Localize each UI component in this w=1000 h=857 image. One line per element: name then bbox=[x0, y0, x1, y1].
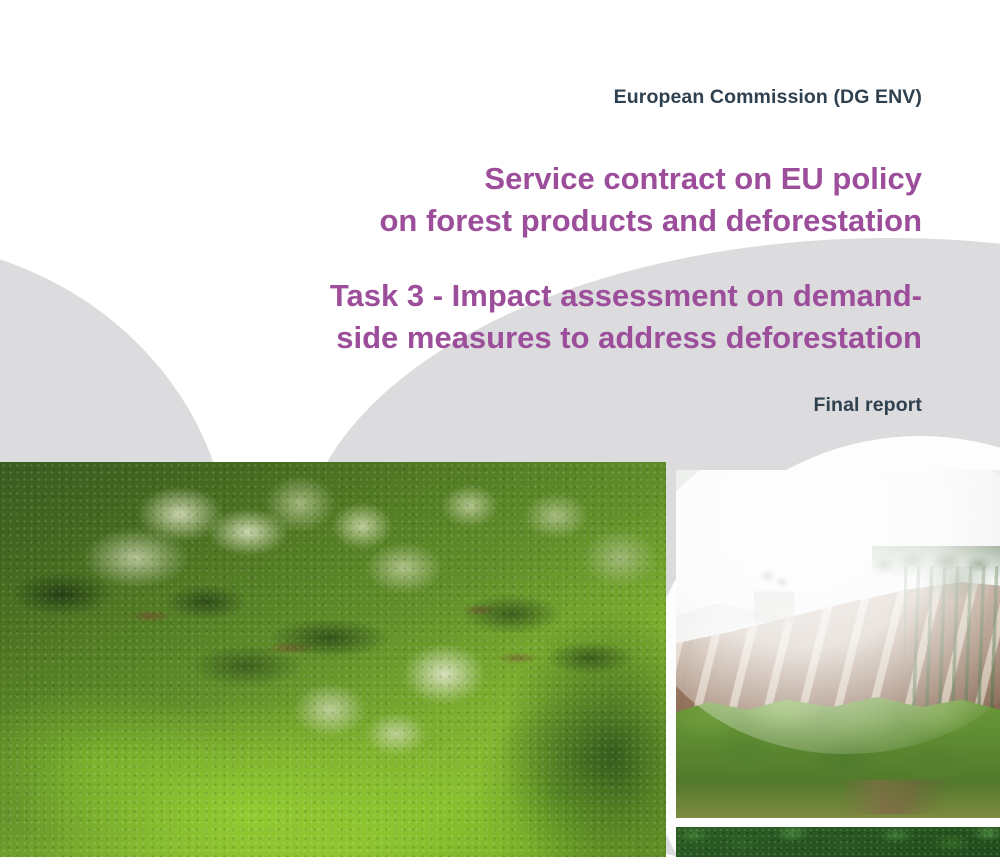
page-title-line-2: on forest products and deforestation bbox=[379, 203, 922, 238]
felled-timber-debris bbox=[844, 780, 964, 814]
page-subtitle-line-2: side measures to address deforestation bbox=[336, 320, 922, 355]
white-circle-photo-overlay bbox=[676, 470, 1000, 754]
page-title-line-1: Service contract on EU policy bbox=[484, 161, 922, 196]
page-subtitle-line-1: Task 3 - Impact assessment on demand- bbox=[329, 278, 922, 313]
organisation-line: European Commission (DG ENV) bbox=[613, 86, 922, 108]
photo-forest-canopy bbox=[0, 462, 666, 857]
photo-deforested-hillside bbox=[676, 470, 1000, 818]
report-kind-label: Final report bbox=[813, 394, 922, 416]
page-subtitle: Task 3 - Impact assessment on demand- si… bbox=[62, 275, 922, 359]
page-title: Service contract on EU policy on forest … bbox=[62, 158, 922, 242]
photo-dark-canopy bbox=[676, 827, 1000, 857]
